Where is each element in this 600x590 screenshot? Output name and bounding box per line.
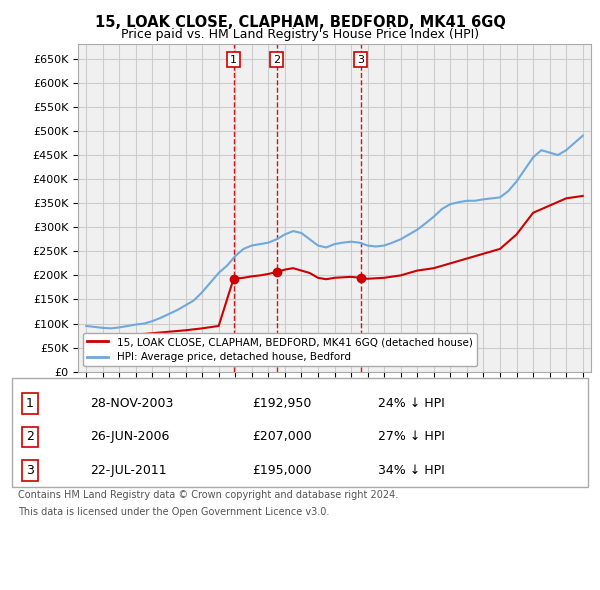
Text: 3: 3 bbox=[357, 55, 364, 65]
Text: £207,000: £207,000 bbox=[252, 430, 312, 444]
Text: 3: 3 bbox=[26, 464, 34, 477]
Text: 28-NOV-2003: 28-NOV-2003 bbox=[90, 396, 173, 410]
Text: 2: 2 bbox=[273, 55, 280, 65]
Text: 27% ↓ HPI: 27% ↓ HPI bbox=[378, 430, 445, 444]
Text: Price paid vs. HM Land Registry's House Price Index (HPI): Price paid vs. HM Land Registry's House … bbox=[121, 28, 479, 41]
Text: 26-JUN-2006: 26-JUN-2006 bbox=[90, 430, 169, 444]
Text: £192,950: £192,950 bbox=[252, 396, 311, 410]
Text: This data is licensed under the Open Government Licence v3.0.: This data is licensed under the Open Gov… bbox=[18, 507, 329, 517]
Text: 1: 1 bbox=[230, 55, 237, 65]
Text: 2: 2 bbox=[26, 430, 34, 444]
Text: 34% ↓ HPI: 34% ↓ HPI bbox=[378, 464, 445, 477]
Legend: 15, LOAK CLOSE, CLAPHAM, BEDFORD, MK41 6GQ (detached house), HPI: Average price,: 15, LOAK CLOSE, CLAPHAM, BEDFORD, MK41 6… bbox=[83, 333, 476, 366]
Text: 22-JUL-2011: 22-JUL-2011 bbox=[90, 464, 167, 477]
Text: £195,000: £195,000 bbox=[252, 464, 311, 477]
Text: 1: 1 bbox=[26, 396, 34, 410]
Text: Contains HM Land Registry data © Crown copyright and database right 2024.: Contains HM Land Registry data © Crown c… bbox=[18, 490, 398, 500]
Text: 24% ↓ HPI: 24% ↓ HPI bbox=[378, 396, 445, 410]
Text: 15, LOAK CLOSE, CLAPHAM, BEDFORD, MK41 6GQ: 15, LOAK CLOSE, CLAPHAM, BEDFORD, MK41 6… bbox=[95, 15, 505, 30]
